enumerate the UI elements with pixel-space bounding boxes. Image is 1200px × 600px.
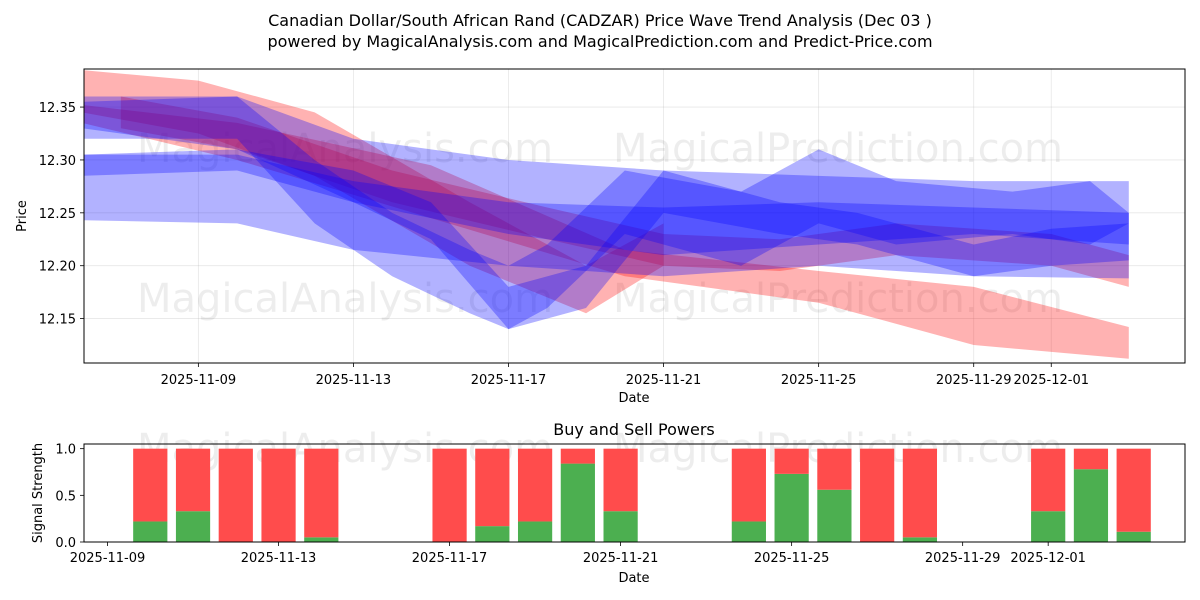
- sell-bar: [560, 448, 595, 464]
- signal-x-label: Date: [618, 571, 649, 586]
- price-y-ticks: 12.15 12.20 12.25 12.30 12.35: [39, 101, 84, 328]
- watermark-top-4: MagicalPrediction.com: [613, 276, 1063, 322]
- buy-bar: [475, 526, 510, 542]
- sell-bar: [133, 448, 168, 522]
- signal-x-tick-label: 2025-11-21: [583, 551, 659, 566]
- sell-bar: [218, 448, 253, 542]
- buy-bar: [560, 463, 595, 542]
- price-band-blue-band-1: [84, 96, 1129, 256]
- signal-x-tick-label: 2025-11-17: [412, 551, 488, 566]
- signal-x-tick-label: 2025-11-13: [241, 551, 317, 566]
- chart-title: Canadian Dollar/South African Rand (CADZ…: [268, 11, 932, 30]
- sell-bar: [860, 448, 895, 542]
- buy-bar: [731, 521, 766, 542]
- buy-bar: [175, 511, 211, 542]
- price-x-tick-label: 2025-11-09: [161, 373, 237, 388]
- price-x-tick-label: 2025-11-25: [781, 373, 857, 388]
- sell-bar: [1073, 448, 1109, 470]
- price-x-tick-label: 2025-11-21: [626, 373, 702, 388]
- price-axes-frame: [83, 68, 1186, 364]
- buy-bar: [304, 537, 339, 542]
- price-band-blue-band-2: [84, 154, 1129, 279]
- price-y-tick-label: 12.15: [39, 313, 76, 328]
- sell-bar: [475, 448, 510, 527]
- signal-panel: Buy and Sell Powers MagicalAnalysis.com …: [31, 420, 1186, 586]
- signal-x-tick-label: 2025-12-01: [1010, 551, 1086, 566]
- signal-x-ticks: 2025-11-09 2025-11-13 2025-11-17 2025-11-21…: [70, 542, 1086, 566]
- buy-bar: [1031, 511, 1066, 542]
- price-x-tick-label: 2025-11-13: [316, 373, 392, 388]
- buy-bar: [1116, 531, 1151, 542]
- sell-bar: [817, 448, 852, 490]
- signal-y-ticks: 0.0 0.5 1.0: [55, 443, 84, 551]
- signal-y-label: Signal Strength: [31, 443, 46, 543]
- sell-bar: [731, 448, 766, 522]
- price-grid: [84, 69, 1185, 363]
- sell-bar: [902, 448, 938, 538]
- sell-bar: [432, 448, 467, 542]
- price-band-red-band-1: [84, 105, 1129, 359]
- signal-y-tick-label: 0.0: [55, 536, 76, 551]
- buy-bar: [902, 537, 938, 542]
- signal-x-tick-label: 2025-11-25: [754, 551, 830, 566]
- price-y-tick-label: 12.20: [39, 260, 76, 275]
- chart-subtitle: powered by MagicalAnalysis.com and Magic…: [267, 32, 932, 51]
- signal-y-tick-label: 1.0: [55, 443, 76, 458]
- sell-bar: [1031, 448, 1066, 512]
- price-x-tick-label: 2025-12-01: [1013, 373, 1089, 388]
- sell-bar: [517, 448, 553, 522]
- watermark-top-2: MagicalPrediction.com: [613, 126, 1063, 172]
- price-x-ticks: 2025-11-09 2025-11-13 2025-11-17 2025-11-21…: [161, 363, 1089, 388]
- price-panel: MagicalAnalysis.com MagicalPrediction.co…: [15, 68, 1186, 406]
- price-band-red-band-2: [84, 70, 664, 314]
- watermark-top-1: MagicalAnalysis.com: [137, 126, 553, 172]
- sell-bar: [261, 448, 296, 542]
- signal-y-tick-label: 0.5: [55, 489, 76, 504]
- buy-bar: [774, 473, 809, 542]
- signal-bars: [133, 448, 1151, 542]
- price-x-label: Date: [618, 391, 649, 406]
- price-y-label: Price: [15, 200, 30, 232]
- buy-bar: [603, 511, 638, 542]
- signal-title: Buy and Sell Powers: [553, 420, 715, 439]
- price-y-tick-label: 12.35: [39, 101, 76, 116]
- price-y-tick-label: 12.30: [39, 154, 76, 169]
- signal-x-tick-label: 2025-11-29: [925, 551, 1001, 566]
- buy-bar: [817, 489, 852, 542]
- price-bands: [84, 70, 1129, 359]
- buy-bar: [133, 521, 168, 542]
- sell-bar: [774, 448, 809, 474]
- sell-bar: [304, 448, 339, 538]
- price-y-tick-label: 12.25: [39, 207, 76, 222]
- signal-x-tick-label: 2025-11-09: [70, 551, 146, 566]
- price-band-blue-band-4: [84, 149, 1129, 330]
- price-band-blue-band-3: [84, 96, 1129, 330]
- sell-bar: [603, 448, 638, 512]
- buy-bar: [1073, 469, 1109, 542]
- price-x-tick-label: 2025-11-29: [936, 373, 1012, 388]
- sell-bar: [175, 448, 211, 512]
- price-band-red-band-3: [120, 96, 1129, 287]
- price-x-tick-label: 2025-11-17: [471, 373, 547, 388]
- buy-bar: [517, 521, 553, 542]
- sell-bar: [1116, 448, 1151, 532]
- signal-axes-frame: [83, 443, 1186, 543]
- watermark-top-3: MagicalAnalysis.com: [137, 276, 553, 322]
